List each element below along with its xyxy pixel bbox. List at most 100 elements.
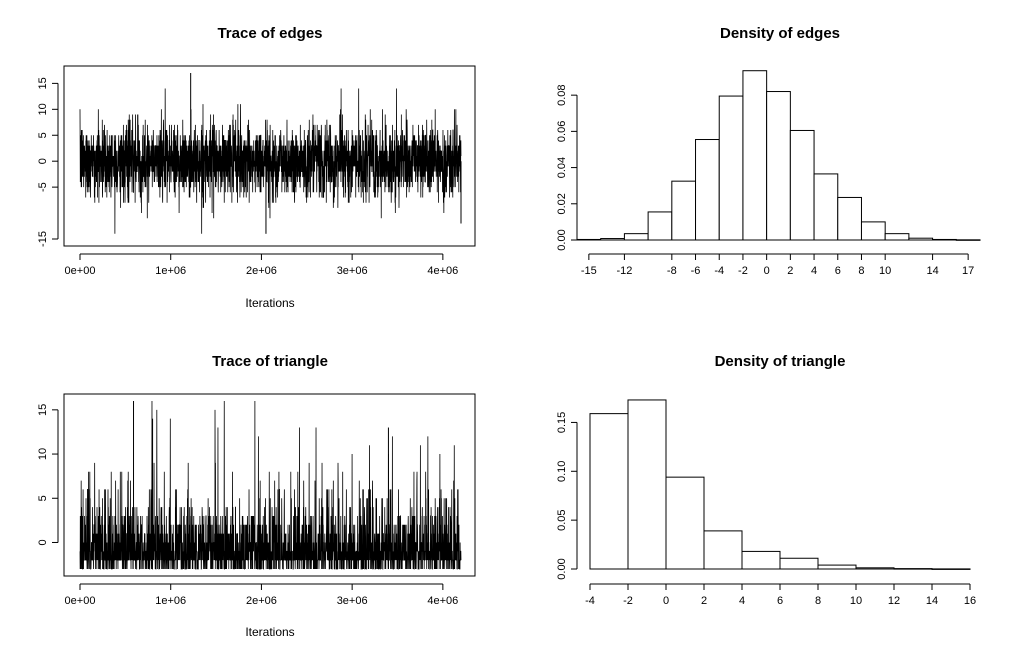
density-edges-x-tick-label: 4 (811, 265, 817, 277)
density-edges-bar (932, 238, 957, 241)
trace-edges-trace-line (79, 88, 462, 234)
density-triangle-x-tick-label: 12 (888, 595, 900, 607)
trace-edges-y-tick-label: 15 (37, 77, 49, 89)
density-edges-bar (695, 139, 720, 241)
trace-triangle-series (79, 400, 462, 570)
density-edges-x-tick-label: -8 (667, 265, 677, 277)
density-triangle-x-tick-label: 2 (701, 595, 707, 607)
density-edges-y-tick-label: 0.08 (556, 84, 568, 105)
trace-edges-y-tick-label: -15 (37, 231, 49, 247)
density-triangle-x-tick-label: 0 (663, 595, 669, 607)
trace-triangle-xlabel: Iterations (245, 625, 294, 639)
trace-triangle-x-tick-label: 4e+06 (427, 595, 458, 607)
density-edges-bar (908, 237, 934, 241)
density-edges-x-tick-label: 0 (764, 265, 770, 277)
density-triangle-bar (589, 413, 629, 570)
density-edges-bar (718, 95, 744, 241)
trace-triangle-y-tick-label: 5 (37, 495, 49, 501)
density-triangle-bar (893, 568, 933, 570)
density-triangle-bar (779, 557, 819, 570)
density-edges-bars (576, 70, 981, 241)
density-edges-bar (600, 238, 625, 241)
density-triangle-panel: Density of triangle -4 -2 0 2 4 6 8 10 12 14 16 0.0… (556, 353, 976, 607)
density-edges-x-tick-label: -15 (581, 265, 597, 277)
trace-edges-plot-box (63, 65, 476, 247)
density-edges-y-tick-label: 0.00 (556, 229, 568, 250)
density-edges-bar (813, 173, 839, 241)
trace-triangle-x-tick-label: 0e+00 (65, 595, 96, 607)
density-triangle-x-tick-label: -4 (585, 595, 595, 607)
density-edges-x-tick-label: 6 (835, 265, 841, 277)
density-edges-y-tick-label: 0.06 (556, 121, 568, 142)
density-triangle-y-tick-label: 0.15 (556, 412, 568, 433)
density-triangle-x-tick-label: 6 (777, 595, 783, 607)
trace-triangle-y-tick-label: 0 (37, 539, 49, 545)
trace-edges-x-tick-label: 0e+00 (65, 265, 96, 277)
density-edges-x-tick-label: -2 (738, 265, 748, 277)
density-edges-y-tick-label: 0.02 (556, 193, 568, 214)
density-triangle-bar (627, 399, 667, 570)
density-triangle-x-tick-label: 10 (850, 595, 862, 607)
density-edges-bar (884, 233, 910, 241)
density-triangle-bar (817, 564, 857, 570)
density-triangle-y-tick-label: 0.10 (556, 461, 568, 482)
density-edges-bar (860, 221, 886, 241)
trace-edges-x-tick-label: 1e+06 (155, 265, 186, 277)
trace-triangle-y-tick-label: 15 (37, 404, 49, 416)
density-triangle-bars (589, 399, 971, 570)
density-edges-panel: Density of edges -15 -12 -8 -6 -4 -2 0 2 4 6 8 10 14… (556, 25, 981, 277)
density-edges-x-tick-label: 17 (962, 265, 974, 277)
density-edges-y-tick-label: 0.04 (556, 157, 568, 178)
trace-triangle-panel: Trace of triangle 0e+00 1e+06 2e+06 3e+06 4e… (37, 353, 476, 639)
density-edges-bar (789, 129, 815, 241)
density-triangle-y-tick-label: 0.00 (556, 558, 568, 579)
trace-edges-x-tick-label: 4e+06 (427, 265, 458, 277)
trace-edges-xlabel: Iterations (245, 296, 294, 310)
density-triangle-x-tick-label: 16 (964, 595, 976, 607)
density-edges-bar (647, 211, 673, 241)
density-edges-x-tick-label: -4 (714, 265, 724, 277)
density-triangle-x-tick-label: -2 (623, 595, 633, 607)
density-edges-x-tick-label: 2 (787, 265, 793, 277)
trace-edges-title: Trace of edges (217, 25, 322, 42)
trace-triangle-x-tick-label: 3e+06 (337, 595, 368, 607)
trace-edges-series (79, 73, 462, 234)
trace-edges-y-tick-label: 0 (37, 158, 49, 164)
density-triangle-x-tick-label: 8 (815, 595, 821, 607)
density-edges-bar (766, 91, 791, 241)
density-edges-x-tick-label: -6 (691, 265, 701, 277)
density-triangle-x-tick-label: 4 (739, 595, 745, 607)
density-edges-x-tick-label: -12 (616, 265, 632, 277)
density-edges-bar (623, 233, 649, 241)
density-edges-bar (742, 70, 768, 241)
trace-edges-panel: Trace of edges 0e+00 1e+06 2e+06 3e+06 4e+06… (37, 25, 476, 310)
density-triangle-bar (931, 568, 971, 570)
density-triangle-bar (855, 567, 895, 570)
trace-triangle-plot-box (63, 393, 476, 577)
trace-edges-y-tick-label: -5 (37, 182, 49, 192)
density-edges-bar (955, 239, 981, 241)
density-edges-bar (671, 180, 697, 241)
trace-triangle-title: Trace of triangle (212, 353, 328, 370)
trace-triangle-x-tick-label: 2e+06 (246, 595, 277, 607)
trace-edges-x-tick-label: 2e+06 (246, 265, 277, 277)
trace-edges-x-tick-label: 3e+06 (337, 265, 368, 277)
density-triangle-bar (703, 530, 743, 570)
density-triangle-x-tick-label: 14 (926, 595, 938, 607)
density-edges-x-tick-label: 14 (926, 265, 938, 277)
density-edges-bar (837, 196, 862, 241)
density-triangle-title: Density of triangle (715, 353, 846, 370)
density-edges-bar (576, 238, 602, 241)
density-edges-x-tick-label: 8 (858, 265, 864, 277)
trace-triangle-y-tick-label: 10 (37, 448, 49, 460)
density-triangle-bar (741, 550, 781, 570)
trace-triangle-x-tick-label: 1e+06 (155, 595, 186, 607)
trace-triangle-trace-line (79, 400, 462, 570)
density-edges-x-tick-label: 10 (879, 265, 891, 277)
density-triangle-y-tick-label: 0.05 (556, 509, 568, 530)
trace-edges-y-tick-label: 5 (37, 132, 49, 138)
trace-edges-y-tick-label: 10 (37, 103, 49, 115)
density-edges-title: Density of edges (720, 25, 840, 42)
density-triangle-bar (665, 476, 705, 570)
